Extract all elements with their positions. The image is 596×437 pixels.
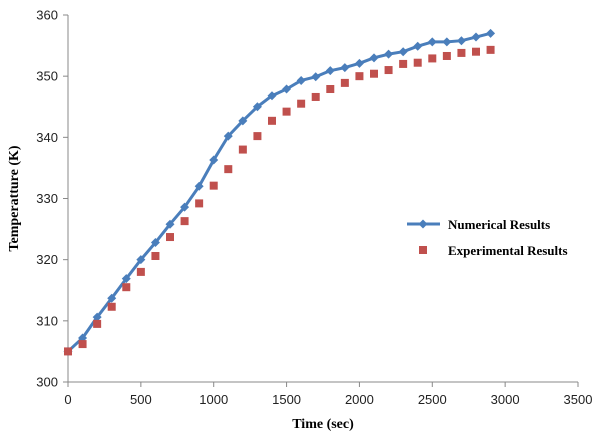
series-experimental (64, 45, 495, 356)
data-point-square (340, 78, 349, 87)
data-point-square (268, 116, 276, 125)
y-axis-ticks: 300 310 320 330 340 350 360 (36, 8, 68, 390)
legend: Numerical Results Experimental Results (407, 217, 568, 258)
series-line (66, 31, 491, 353)
data-point-diamond (252, 102, 262, 112)
data-point-diamond (354, 58, 364, 68)
data-point-diamond (209, 155, 219, 165)
data-point-square (399, 59, 408, 68)
data-point-diamond (471, 32, 481, 42)
data-point-square (209, 181, 218, 190)
data-point-square (107, 302, 116, 311)
data-point-square (122, 283, 131, 292)
x-tick-label: 2500 (418, 392, 447, 407)
data-point-diamond (384, 49, 394, 59)
x-axis-ticks: 0 500 1000 1500 2000 2500 3000 3500 (64, 382, 592, 407)
plot-area: 0 500 1000 1500 2000 2500 3000 3500 300 310 320 33… (36, 8, 592, 408)
data-point-diamond (456, 36, 466, 46)
legend-swatch-experimental-marker (419, 246, 427, 254)
series-layer (63, 28, 496, 356)
data-point-diamond (180, 202, 190, 212)
data-point-diamond (325, 66, 335, 76)
y-tick-label: 330 (36, 191, 58, 206)
data-point-diamond (223, 131, 233, 141)
data-point-square (180, 217, 189, 226)
data-point-diamond (150, 238, 160, 248)
data-point-diamond (267, 91, 277, 101)
data-point-diamond (413, 41, 423, 51)
data-point-diamond (427, 37, 437, 47)
y-tick-label: 350 (36, 69, 58, 84)
data-point-diamond (442, 37, 452, 47)
data-point-square (472, 47, 480, 56)
data-point-square (253, 132, 262, 141)
series-numerical (63, 28, 496, 356)
y-tick-label: 320 (36, 252, 58, 267)
data-point-square (93, 319, 102, 328)
data-point-square (311, 92, 320, 101)
x-tick-label: 0 (64, 392, 71, 407)
data-point-square (297, 99, 306, 108)
data-point-square (64, 347, 72, 356)
data-point-diamond (486, 28, 496, 38)
data-point-diamond (92, 312, 102, 322)
data-point-square (238, 145, 247, 154)
data-point-diamond (340, 63, 350, 73)
data-point-square (442, 51, 451, 60)
data-point-square (151, 251, 160, 260)
data-point-diamond (107, 293, 117, 303)
x-tick-label: 500 (130, 392, 152, 407)
legend-item-experimental: Experimental Results (419, 243, 568, 258)
data-point-square (428, 54, 437, 63)
data-point-square (370, 69, 378, 78)
legend-item-numerical: Numerical Results (407, 217, 550, 232)
y-tick-label: 310 (36, 313, 58, 328)
y-tick-label: 340 (36, 130, 58, 145)
data-point-square (282, 107, 291, 116)
x-axis-title: Time (sec) (292, 417, 354, 432)
data-point-diamond (121, 274, 131, 284)
data-point-square (326, 85, 335, 94)
x-tick-label: 3000 (491, 392, 520, 407)
data-point-diamond (398, 47, 408, 57)
data-point-square (355, 72, 364, 81)
data-point-diamond (238, 116, 248, 126)
data-point-square (486, 45, 495, 54)
data-point-square (78, 340, 87, 349)
x-tick-label: 2000 (345, 392, 374, 407)
x-tick-label: 1000 (199, 392, 228, 407)
y-tick-label: 360 (36, 8, 58, 23)
data-point-diamond (136, 255, 146, 265)
data-point-diamond (194, 181, 204, 191)
x-tick-label: 3500 (564, 392, 593, 407)
x-tick-label: 1500 (272, 392, 301, 407)
data-point-diamond (282, 84, 292, 94)
data-point-square (413, 58, 422, 67)
data-point-diamond (369, 53, 379, 63)
data-point-diamond (296, 75, 306, 85)
data-point-diamond (165, 219, 175, 229)
data-point-square (136, 267, 145, 276)
data-point-square (457, 48, 466, 57)
data-point-square (224, 165, 233, 174)
legend-label-numerical: Numerical Results (448, 217, 550, 232)
data-point-square (384, 66, 393, 75)
legend-label-experimental: Experimental Results (448, 243, 568, 258)
data-point-square (195, 199, 204, 208)
data-point-diamond (311, 72, 321, 82)
y-tick-label: 300 (36, 375, 58, 390)
legend-swatch-numerical-marker (418, 219, 428, 229)
data-point-square (166, 233, 174, 242)
y-axis-title: Temperatture (K) (7, 145, 22, 251)
